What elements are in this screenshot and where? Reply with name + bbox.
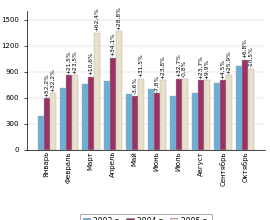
Text: +4,5%: +4,5% (220, 59, 225, 79)
Bar (126, 94, 132, 150)
Text: -7,8%: -7,8% (154, 75, 159, 92)
Bar (204, 80, 210, 150)
Text: +21,5%: +21,5% (66, 50, 71, 73)
Text: +23,8%: +23,8% (160, 55, 165, 79)
Text: +23,5%: +23,5% (72, 50, 77, 73)
Bar (182, 79, 188, 150)
Bar (38, 116, 44, 150)
Text: +25,9%: +25,9% (226, 50, 231, 73)
Bar (154, 93, 160, 150)
Bar (192, 93, 198, 150)
Bar (214, 83, 220, 150)
Bar (88, 77, 94, 150)
Text: +32,7%: +32,7% (176, 53, 181, 77)
Bar (94, 33, 100, 150)
Bar (176, 79, 182, 150)
Bar (220, 80, 226, 150)
Text: +23,7%: +23,7% (198, 55, 203, 79)
Bar (44, 99, 50, 150)
Text: -10,5%: -10,5% (248, 47, 253, 68)
Bar (82, 84, 88, 150)
Bar (226, 75, 232, 150)
Bar (50, 93, 56, 150)
Bar (236, 66, 242, 150)
Bar (72, 75, 78, 150)
Bar (60, 88, 66, 150)
Bar (132, 96, 138, 150)
Bar (104, 81, 110, 150)
Text: +32,2%: +32,2% (50, 68, 55, 92)
Bar (198, 80, 204, 150)
Bar (170, 96, 176, 150)
Text: +62,4%: +62,4% (94, 7, 99, 31)
Bar (66, 75, 72, 150)
Bar (242, 60, 248, 150)
Bar (248, 69, 254, 150)
Text: +10,6%: +10,6% (88, 52, 93, 75)
Text: -3,6%: -3,6% (132, 77, 137, 94)
Text: +9,9%: +9,9% (204, 59, 209, 79)
Text: +31,5%: +31,5% (138, 53, 143, 77)
Text: +34,1%: +34,1% (110, 33, 115, 56)
Text: +52,2%: +52,2% (44, 73, 49, 97)
Text: +6,8%: +6,8% (242, 38, 247, 58)
Bar (138, 79, 144, 150)
Text: +28,8%: +28,8% (116, 6, 121, 30)
Bar (148, 89, 154, 150)
Text: -0,8%: -0,8% (182, 60, 187, 77)
Legend: 2003 г., 2004 г., 2005 г.: 2003 г., 2004 г., 2005 г. (80, 214, 212, 220)
Bar (160, 80, 166, 150)
Bar (110, 58, 116, 150)
Bar (116, 31, 122, 150)
